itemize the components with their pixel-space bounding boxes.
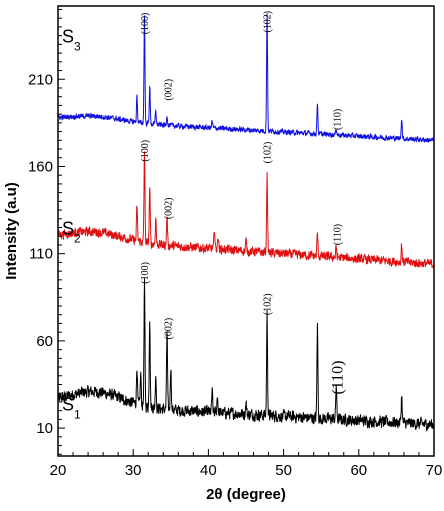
x-tick-label: 60 <box>350 462 367 479</box>
series-line-s1 <box>58 277 434 432</box>
x-tick-label: 50 <box>275 462 292 479</box>
series-line-s2 <box>58 151 434 269</box>
peak-annotation: (002) <box>163 79 174 101</box>
series-label-s2: S2 <box>62 218 81 245</box>
annotations: (100) (002) (102) (110) (100) (002) (102) (110)… <box>140 11 347 395</box>
series-label-sub: 1 <box>74 408 81 422</box>
y-axis-ticks: 10 60 110 160 210 <box>28 8 65 455</box>
x-axis-label-unit: (degree) <box>223 486 286 503</box>
peak-annotation: (002) <box>163 197 174 219</box>
peak-annotation: (110) <box>332 224 343 245</box>
peak-annotation: (102) <box>263 142 274 164</box>
series-label-s1: S1 <box>62 395 81 422</box>
y-tick-label: 160 <box>28 158 53 175</box>
x-tick-label: 70 <box>426 462 443 479</box>
series-line-s3 <box>58 13 434 143</box>
y-tick-label: 60 <box>36 333 53 350</box>
series-label-main: S <box>62 27 74 47</box>
plot-frame <box>57 5 435 457</box>
peak-annotation: (100) <box>140 262 151 284</box>
x-tick-label: 20 <box>50 462 67 479</box>
peak-annotation: (100) <box>140 13 151 35</box>
peak-annotation: (002) <box>163 318 174 340</box>
x-axis-label-theta: 2θ <box>206 486 222 503</box>
y-axis-label: Intensity (a.u) <box>3 182 20 280</box>
peak-annotation: (102) <box>263 293 274 315</box>
peak-annotation: (100) <box>140 140 151 162</box>
peak-annotation: (102) <box>263 11 274 33</box>
y-tick-label: 210 <box>28 71 53 88</box>
series-label-s3: S3 <box>62 27 81 54</box>
peak-annotation: (110) <box>332 109 343 130</box>
plot-lines <box>58 13 434 432</box>
series-label-main: S <box>62 218 74 238</box>
x-tick-label: 40 <box>200 462 217 479</box>
series-label-sub: 3 <box>74 40 81 54</box>
series-label-main: S <box>62 395 74 415</box>
x-tick-label: 30 <box>125 462 142 479</box>
series-label-sub: 2 <box>74 231 81 245</box>
y-tick-label: 110 <box>29 246 53 263</box>
y-tick-label: 10 <box>36 420 53 437</box>
x-axis-label: 2θ (degree) <box>206 486 286 503</box>
peak-annotation: (110) <box>330 360 347 394</box>
x-axis-ticks: 20 30 40 50 60 70 <box>50 449 443 479</box>
